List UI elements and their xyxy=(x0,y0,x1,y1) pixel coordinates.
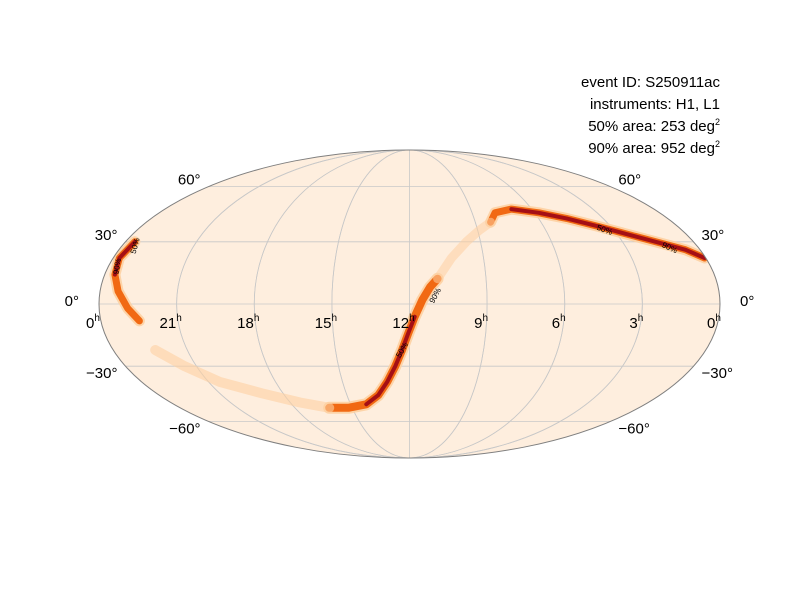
ra-gridline xyxy=(176,150,643,458)
prob-band-tail xyxy=(150,345,335,413)
ra-tick-label: 0h xyxy=(707,313,721,332)
dec-tick-label-right: 30° xyxy=(702,227,725,244)
contour-label: 50% xyxy=(129,237,142,255)
area-50-exponent: 2 xyxy=(714,117,720,127)
ra-tick-labels: 0h 21h 18h 15h 12h 9h 6h 3h 0h xyxy=(86,313,721,332)
area-50-text: 50% area: 253 deg xyxy=(588,118,715,135)
sky-border xyxy=(98,149,721,459)
dec-tick-label-left: 60° xyxy=(178,172,201,189)
area-90-text: 90% area: 952 deg xyxy=(588,140,715,157)
area-90-exponent: 2 xyxy=(714,139,720,149)
dec-tick-label-right: −60° xyxy=(618,420,649,437)
dec-tick-label-right: −30° xyxy=(702,365,733,382)
probability-region xyxy=(109,203,711,414)
dec-tick-labels: 60° 60° 30° 30° 0° 0° −30° −30° −60° −60° xyxy=(65,172,755,438)
event-id-line: event ID: S250911ac xyxy=(581,74,720,91)
prob-band-main-core xyxy=(364,314,417,407)
dec-tick-label-right: 60° xyxy=(618,172,641,189)
contour-label: 90% xyxy=(111,258,123,275)
area-90-line: 90% area: 952 deg2 xyxy=(581,138,720,160)
prob-band-link xyxy=(433,217,496,284)
ra-tick-label: 0h xyxy=(86,313,100,332)
prob-band-north-core xyxy=(509,207,707,260)
ra-gridline xyxy=(331,150,488,458)
prob-band-west-core xyxy=(112,239,137,277)
instruments-line: instruments: H1, L1 xyxy=(589,96,720,113)
dec-tick-label-left: −30° xyxy=(86,365,117,382)
area-50-line: 50% area: 253 deg2 xyxy=(581,116,720,138)
dec-tick-label-left: 0° xyxy=(65,293,79,310)
event-info: event ID: S250911ac instruments: H1, L1 … xyxy=(581,72,720,160)
ra-gridline xyxy=(253,150,566,458)
dec-tick-label-left: 30° xyxy=(95,227,118,244)
dec-tick-label-right: 0° xyxy=(740,293,754,310)
dec-tick-label-left: −60° xyxy=(169,420,200,437)
